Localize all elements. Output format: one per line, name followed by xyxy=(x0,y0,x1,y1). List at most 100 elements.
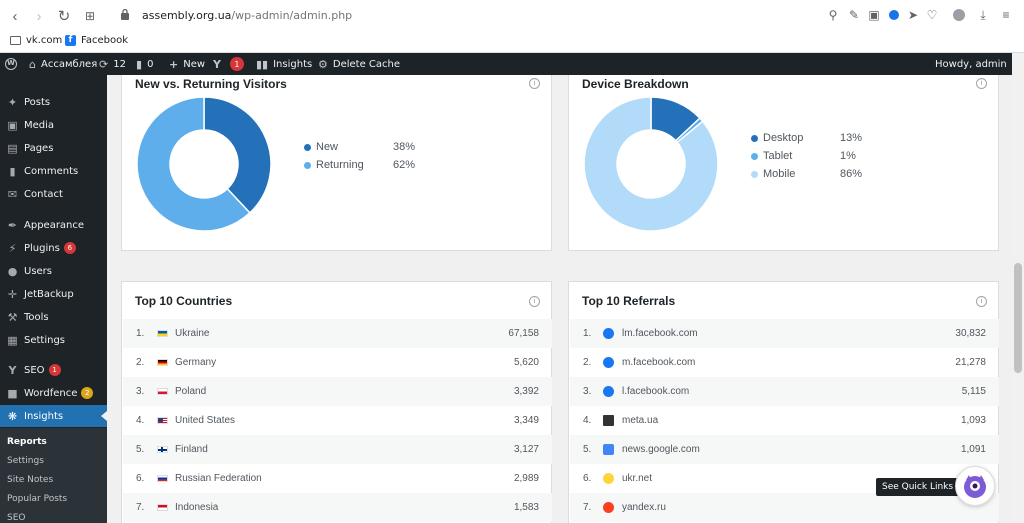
sidebar-item-contact[interactable]: ✉ Contact xyxy=(0,183,107,205)
download-icon[interactable]: ⤓ xyxy=(980,7,986,22)
delete-cache-link[interactable]: ⚙ Delete Cache xyxy=(318,53,400,75)
plugins-badge: 6 xyxy=(63,242,76,254)
profile-icon[interactable] xyxy=(951,7,967,23)
visitors-slice-new[interactable] xyxy=(203,96,272,214)
bars-icon: ▮▮ xyxy=(256,57,269,71)
yoast-badge: 1 xyxy=(229,57,244,71)
table-row[interactable]: 5. news.google.com 1,091 xyxy=(570,435,999,464)
table-row[interactable]: 4. meta.ua 1,093 xyxy=(570,406,999,435)
info-icon[interactable]: i xyxy=(976,78,987,89)
insights-link[interactable]: ▮▮ Insights xyxy=(256,53,312,75)
row-index: 4. xyxy=(136,415,145,426)
sidebar-item-label: Appearance xyxy=(24,219,85,231)
page-scrollbar[interactable] xyxy=(1012,53,1024,523)
sidebar-item-settings[interactable]: ▦ Settings xyxy=(0,329,107,351)
sidebar-item-appearance[interactable]: ✒ Appearance xyxy=(0,214,107,236)
sidebar-item-plugins[interactable]: ⚡ Plugins 6 xyxy=(0,237,107,259)
bookmark-facebook[interactable]: f Facebook xyxy=(65,32,128,48)
facebook-icon xyxy=(603,328,614,339)
table-row[interactable]: 3. l.facebook.com 5,115 xyxy=(570,377,999,406)
heart-icon[interactable]: ♡ xyxy=(926,8,938,22)
sidebar-item-users[interactable]: ● Users xyxy=(0,260,107,282)
table-row[interactable]: 1. lm.facebook.com 30,832 xyxy=(570,319,999,348)
shield-icon[interactable] xyxy=(886,7,902,23)
flag-de-icon xyxy=(157,359,168,366)
table-row[interactable]: 4. United States 3,349 xyxy=(123,406,552,435)
submenu-settings[interactable]: Settings xyxy=(7,456,44,466)
search-icon[interactable]: ⚲ xyxy=(828,8,838,22)
back-icon[interactable]: ‹ xyxy=(12,7,18,25)
sidebar-item-seo[interactable]: Y SEO 1 xyxy=(0,359,107,381)
lock-icon[interactable] xyxy=(120,8,130,21)
meta-icon xyxy=(603,415,614,426)
row-index: 2. xyxy=(136,357,145,368)
row-index: 6. xyxy=(136,473,145,484)
scrollbar-thumb[interactable] xyxy=(1014,263,1022,373)
site-name-link[interactable]: ⌂ Ассамблея xyxy=(29,53,97,75)
table-row[interactable]: 1. Ukraine 67,158 xyxy=(123,319,552,348)
sidebar-item-label: Pages xyxy=(24,142,54,154)
table-row[interactable]: 5. Finland 3,127 xyxy=(123,435,552,464)
flag-fi-icon xyxy=(157,446,168,453)
grid-icon[interactable]: ⊞ xyxy=(84,9,96,23)
comment-icon: ▮ xyxy=(9,164,16,178)
sidebar-item-pages[interactable]: ▤ Pages xyxy=(0,137,107,159)
submenu-popular-posts[interactable]: Popular Posts xyxy=(7,494,68,504)
table-row[interactable]: 6. Russian Federation 2,989 xyxy=(123,464,552,493)
table-row[interactable]: 3. Poland 3,392 xyxy=(123,377,552,406)
account-menu[interactable]: Howdy, admin xyxy=(935,53,1024,75)
sidebar-item-media[interactable]: ▣ Media xyxy=(0,114,107,136)
legend-dot-tablet xyxy=(751,152,758,160)
camera-icon[interactable]: ▣ xyxy=(868,8,880,22)
devices-slice-mobile[interactable] xyxy=(583,96,719,232)
table-row[interactable]: 7. Indonesia 1,583 xyxy=(123,493,552,522)
row-name: ukr.net xyxy=(622,473,653,484)
submenu-seo[interactable]: SEO xyxy=(7,513,26,523)
updates-link[interactable]: ⟳ 12 xyxy=(99,53,126,75)
send-icon[interactable]: ➤ xyxy=(907,8,919,22)
sidebar-item-insights[interactable]: ❋ Insights xyxy=(0,405,107,427)
legend-dot-new xyxy=(304,143,311,151)
info-icon[interactable]: i xyxy=(976,296,987,307)
menu-icon[interactable]: ≡ xyxy=(1002,8,1010,22)
row-index: 3. xyxy=(136,386,145,397)
new-link[interactable]: + New xyxy=(169,53,205,75)
comments-count: 0 xyxy=(147,58,154,70)
legend-dot-returning xyxy=(304,161,311,169)
address-bar[interactable]: assembly.org.ua/wp-admin/admin.php xyxy=(142,9,352,22)
reload-icon[interactable]: ↻ xyxy=(57,8,71,25)
info-icon[interactable]: i xyxy=(529,296,540,307)
table-row[interactable]: 2. Germany 5,620 xyxy=(123,348,552,377)
sidebar-item-posts[interactable]: ✦ Posts xyxy=(0,91,107,113)
row-name: news.google.com xyxy=(622,444,700,455)
visitors-slice-returning[interactable] xyxy=(136,96,251,232)
sidebar-item-wordfence[interactable]: ■ Wordfence 2 xyxy=(0,382,107,404)
edit-icon[interactable]: ✎ xyxy=(848,8,860,22)
table-row[interactable]: 2. m.facebook.com 21,278 xyxy=(570,348,999,377)
comments-link[interactable]: ▮ 0 xyxy=(136,53,153,75)
info-icon[interactable]: i xyxy=(529,78,540,89)
table-row[interactable]: 6. ukr.net xyxy=(570,464,999,493)
card-title: Device Breakdown xyxy=(582,77,689,91)
submenu-reports[interactable]: Reports xyxy=(7,437,47,447)
table-row[interactable]: 7. yandex.ru xyxy=(570,493,999,522)
quick-links-button[interactable] xyxy=(955,466,995,506)
forward-icon[interactable]: › xyxy=(36,7,42,25)
wp-logo-icon[interactable]: W xyxy=(5,53,17,75)
sidebar-item-jetbackup[interactable]: ✛ JetBackup xyxy=(0,283,107,305)
sidebar-item-tools[interactable]: ⚒ Tools xyxy=(0,306,107,328)
submenu-site-notes[interactable]: Site Notes xyxy=(7,475,54,485)
legend-value-tablet: 1% xyxy=(840,150,856,162)
sidebar-item-comments[interactable]: ▮ Comments xyxy=(0,160,107,182)
devices-card: Device Breakdown i Desktop Tablet Mobile… xyxy=(568,75,999,251)
updates-count: 12 xyxy=(113,58,126,70)
admin-sidebar: ✦ Posts ▣ Media ▤ Pages ▮ Comments ✉ Contact … xyxy=(0,75,107,523)
bookmark-vk[interactable]: vk.com xyxy=(10,32,62,48)
row-name: Finland xyxy=(175,444,208,455)
row-name: Germany xyxy=(175,357,217,368)
settings-icon: ▦ xyxy=(7,333,18,347)
sidebar-item-label: Contact xyxy=(24,188,63,200)
card-title: Top 10 Countries xyxy=(135,294,233,308)
